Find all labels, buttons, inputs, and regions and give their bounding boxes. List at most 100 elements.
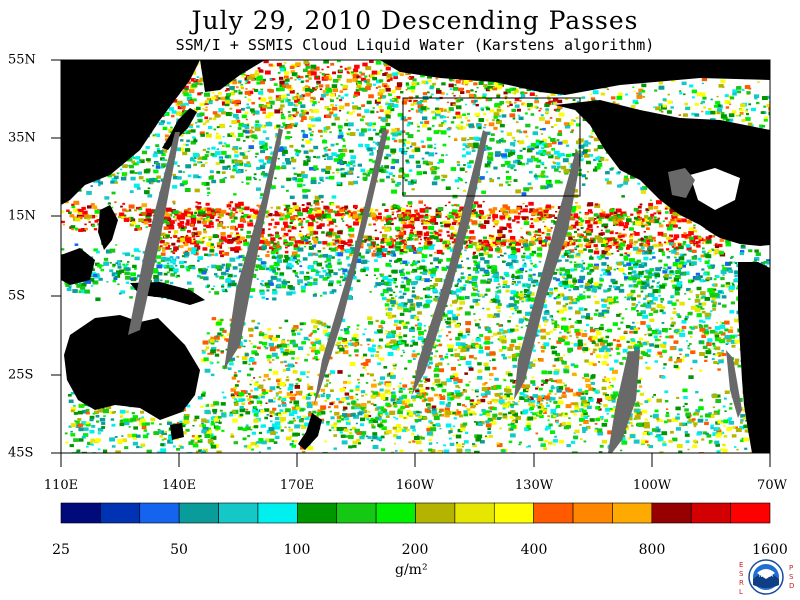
cloud-pixel bbox=[327, 108, 331, 111]
cloud-pixel bbox=[473, 201, 479, 205]
cloud-pixel bbox=[257, 91, 264, 95]
cloud-pixel bbox=[587, 224, 593, 228]
cloud-pixel bbox=[617, 171, 621, 174]
cloud-pixel bbox=[531, 211, 537, 216]
cloud-pixel bbox=[380, 253, 387, 257]
cloud-pixel bbox=[459, 206, 465, 210]
cloud-pixel bbox=[566, 232, 572, 237]
cloud-pixel bbox=[184, 235, 187, 238]
cloud-pixel bbox=[516, 129, 521, 133]
cloud-pixel bbox=[228, 81, 233, 84]
cloud-pixel bbox=[609, 212, 614, 215]
cloud-pixel bbox=[252, 88, 256, 91]
cloud-pixel bbox=[415, 82, 420, 86]
cloud-pixel bbox=[315, 221, 319, 224]
cloud-pixel bbox=[280, 185, 285, 189]
cloud-pixel bbox=[265, 114, 271, 119]
cloud-pixel bbox=[545, 175, 549, 178]
cloud-pixel bbox=[485, 106, 489, 109]
cloud-pixel bbox=[224, 155, 229, 159]
cloud-pixel bbox=[184, 87, 189, 91]
cloud-pixel bbox=[722, 116, 728, 121]
cloud-pixel bbox=[593, 137, 600, 142]
cloud-pixel bbox=[274, 234, 280, 239]
cloud-pixel bbox=[451, 204, 454, 207]
cloud-pixel bbox=[405, 209, 412, 214]
cloud-pixel bbox=[748, 103, 752, 106]
cloud-pixel bbox=[292, 107, 298, 112]
cloud-pixel bbox=[407, 121, 412, 125]
cloud-pixel bbox=[411, 214, 417, 218]
cloud-pixel bbox=[460, 56, 464, 59]
cloud-pixel bbox=[744, 85, 751, 89]
cloud-pixel bbox=[495, 241, 501, 246]
cloud-pixel bbox=[573, 120, 576, 122]
cloud-pixel bbox=[382, 72, 387, 77]
cloud-pixel bbox=[162, 149, 168, 153]
cloud-pixel bbox=[448, 50, 453, 54]
cloud-pixel bbox=[470, 53, 474, 55]
cloud-pixel bbox=[205, 132, 209, 135]
cloud-pixel bbox=[180, 134, 184, 137]
cloud-pixel bbox=[335, 235, 341, 239]
cloud-pixel bbox=[580, 219, 585, 223]
cloud-pixel bbox=[314, 207, 321, 212]
cloud-pixel bbox=[695, 240, 699, 244]
cloud-pixel bbox=[540, 172, 545, 176]
cloud-pixel bbox=[622, 213, 628, 217]
cloud-pixel bbox=[142, 180, 145, 182]
cloud-pixel bbox=[175, 111, 182, 116]
cloud-pixel bbox=[429, 231, 433, 234]
cloud-pixel bbox=[137, 227, 142, 231]
cloud-pixel bbox=[368, 208, 374, 212]
cloud-pixel bbox=[404, 179, 408, 182]
cloud-pixel bbox=[319, 135, 323, 138]
cloud-pixel bbox=[465, 171, 468, 173]
cloud-pixel bbox=[217, 97, 221, 100]
cloud-pixel bbox=[558, 130, 562, 133]
cloud-pixel bbox=[183, 110, 188, 113]
cloud-pixel bbox=[129, 190, 134, 193]
cloud-pixel bbox=[488, 234, 492, 237]
cloud-pixel bbox=[239, 163, 244, 167]
cloud-pixel bbox=[145, 214, 151, 219]
cloud-pixel bbox=[542, 221, 545, 223]
cloud-pixel bbox=[252, 140, 255, 142]
cloud-pixel bbox=[68, 211, 72, 215]
cloud-pixel bbox=[663, 241, 667, 244]
cloud-pixel bbox=[336, 48, 341, 51]
cloud-pixel bbox=[673, 237, 678, 241]
cloud-pixel bbox=[697, 241, 701, 244]
cloud-pixel bbox=[637, 205, 642, 209]
cloud-pixel bbox=[288, 115, 292, 118]
cloud-pixel bbox=[309, 207, 313, 211]
cloud-pixel bbox=[408, 221, 415, 226]
cloud-pixel bbox=[216, 148, 220, 151]
cloud-pixel bbox=[530, 143, 537, 147]
cloud-pixel bbox=[294, 243, 298, 246]
cloud-pixel bbox=[457, 125, 464, 130]
cloud-pixel bbox=[232, 135, 236, 138]
cloud-pixel bbox=[360, 128, 367, 133]
cloud-pixel bbox=[191, 53, 195, 56]
cloud-pixel bbox=[372, 160, 377, 164]
cloud-pixel bbox=[507, 49, 513, 53]
cloud-pixel bbox=[364, 75, 368, 78]
cloud-pixel bbox=[218, 108, 225, 113]
cloud-pixel bbox=[460, 98, 464, 101]
cloud-pixel bbox=[349, 233, 355, 238]
cloud-pixel bbox=[536, 159, 542, 163]
cloud-pixel bbox=[570, 206, 577, 211]
cloud-pixel bbox=[231, 88, 235, 92]
cloud-pixel bbox=[144, 190, 150, 195]
cloud-pixel bbox=[86, 205, 92, 209]
cloud-pixel bbox=[279, 217, 284, 221]
cloud-pixel bbox=[235, 86, 239, 89]
cloud-pixel bbox=[391, 189, 398, 194]
cloud-pixel bbox=[519, 100, 522, 102]
cloud-pixel bbox=[228, 168, 232, 170]
cloud-pixel bbox=[156, 149, 160, 152]
cloud-pixel bbox=[162, 158, 166, 161]
cloud-pixel bbox=[136, 187, 141, 190]
cloud-pixel bbox=[355, 89, 359, 92]
